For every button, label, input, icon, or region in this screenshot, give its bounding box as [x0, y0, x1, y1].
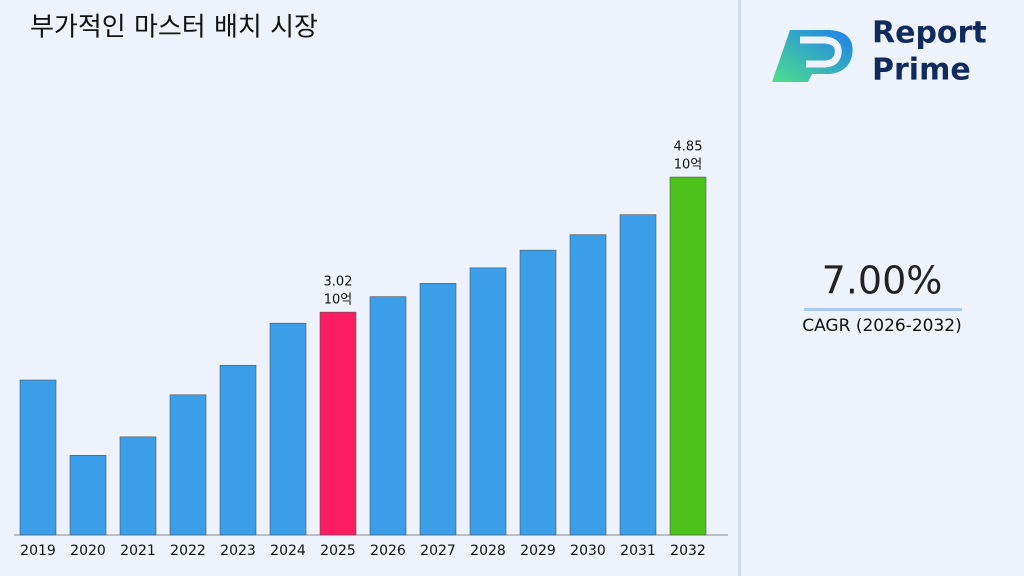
brand-line: Prime — [872, 53, 971, 88]
x-tick-label: 2028 — [470, 543, 506, 559]
data-label-unit: 10억 — [324, 293, 353, 308]
bar — [519, 249, 557, 536]
cagr-underline — [804, 308, 962, 311]
data-label: 4.85 — [674, 140, 703, 155]
x-tick-label: 2030 — [570, 543, 606, 559]
x-tick-label: 2032 — [670, 543, 706, 559]
logo-cut — [800, 36, 842, 68]
data-label-unit: 10억 — [674, 158, 703, 173]
x-tick-label: 2023 — [220, 543, 256, 559]
x-tick-label: 2019 — [20, 543, 56, 559]
bar — [419, 283, 457, 536]
chart-title: 부가적인 마스터 배치 시장 — [30, 13, 318, 43]
x-tick-label: 2031 — [620, 543, 656, 559]
bar — [619, 214, 657, 536]
data-label: 3.02 — [324, 275, 353, 290]
bar — [469, 267, 507, 536]
bar — [219, 364, 257, 536]
logo: Report Prime — [772, 16, 987, 88]
x-tick-label: 2025 — [320, 543, 356, 559]
bar — [119, 436, 157, 536]
x-tick-label: 2027 — [420, 543, 456, 559]
bar — [269, 322, 307, 536]
bar — [69, 454, 107, 536]
x-tick-label: 2026 — [370, 543, 406, 559]
bar — [369, 296, 407, 536]
cagr-value: 7.00% — [822, 259, 943, 303]
x-tick-label: 2020 — [70, 543, 106, 559]
bar — [19, 379, 57, 536]
bar — [569, 234, 607, 536]
cagr-label: CAGR (2026-2032) — [802, 316, 962, 336]
bar — [169, 394, 207, 536]
brand-line: Report — [872, 16, 987, 51]
x-tick-label: 2021 — [120, 543, 156, 559]
x-tick-label: 2022 — [170, 543, 206, 559]
x-tick-label: 2024 — [270, 543, 306, 559]
bar — [319, 311, 357, 536]
divider — [738, 0, 741, 576]
x-tick-label: 2029 — [520, 543, 556, 559]
bar — [669, 176, 707, 536]
